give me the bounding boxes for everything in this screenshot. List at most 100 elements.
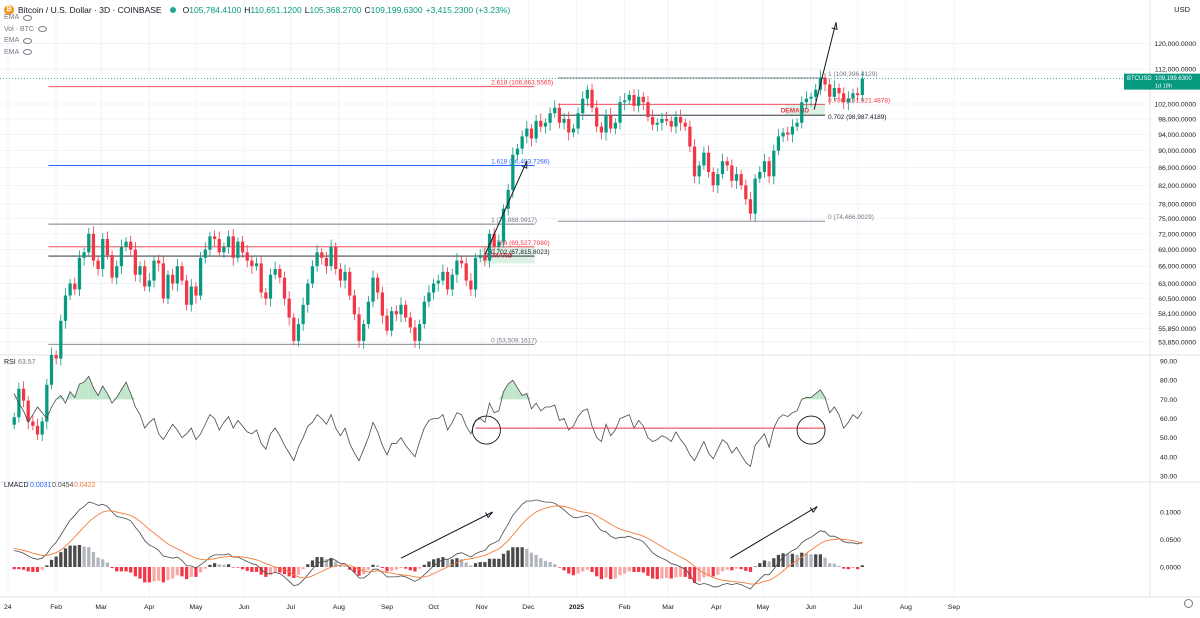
candle-body (837, 87, 841, 94)
macd-histogram-bar (115, 567, 119, 572)
macd-histogram-bar (450, 559, 454, 567)
candle-body (245, 252, 249, 261)
rsi-value: 63.57 (18, 359, 36, 366)
candle-body (688, 126, 692, 147)
candle-body (548, 113, 552, 123)
candle-body (292, 317, 296, 341)
macd-histogram-bar (553, 564, 557, 567)
last-price-countdown: 1d 18h (1155, 84, 1172, 90)
macd-histogram-bar (45, 565, 49, 567)
macd-histogram-bar (329, 558, 333, 567)
candle-body (301, 304, 305, 325)
indicator-legend-item[interactable]: EMA (4, 37, 33, 44)
macd-histogram-bar (441, 557, 445, 567)
macd-histogram-bar (800, 552, 804, 567)
macd-histogram-bar (762, 560, 767, 567)
candle-body (739, 174, 743, 186)
macd-histogram-bar (21, 567, 26, 570)
candle-body (189, 286, 193, 305)
macd-histogram-bar (660, 567, 664, 579)
symbol-title[interactable]: Bitcoin / U.S. Dollar · 3D · COINBASE (18, 5, 162, 15)
candle-body (26, 400, 30, 422)
price-axis-label: 86,000.0000 (1158, 165, 1196, 172)
time-axis-label: May (190, 604, 203, 611)
macd-signal-line (14, 505, 863, 585)
macd-histogram-bar (422, 564, 426, 567)
eye-icon[interactable] (37, 26, 47, 32)
candle-body (427, 292, 431, 302)
fib-level-label: 1 (73,888.9917) (491, 217, 537, 224)
macd-histogram-bar (292, 567, 296, 578)
macd-histogram-bar (226, 564, 231, 567)
indicator-legend-item[interactable]: EMA (4, 14, 33, 21)
macd-histogram-bar (716, 567, 720, 575)
price-axis-label: 90,000.0000 (1158, 148, 1196, 155)
candle-body (599, 126, 603, 133)
macd-histogram-bar (581, 567, 585, 572)
rsi-overbought-fill (60, 395, 66, 400)
candle-body (613, 122, 617, 129)
macd-histogram-bar (371, 564, 375, 567)
macd-histogram-bar (175, 567, 179, 576)
rsi-circle-marker (471, 415, 501, 445)
macd-histogram-bar (366, 567, 370, 570)
macd-histogram-bar (459, 559, 464, 567)
eye-icon[interactable] (23, 37, 33, 44)
indicator-legend-item[interactable]: EMA (4, 48, 33, 56)
macd-histogram-bar (604, 567, 608, 578)
settings-icon[interactable] (1184, 599, 1193, 608)
candle-body (352, 295, 357, 315)
macd-histogram-bar (678, 567, 683, 577)
candle-body (264, 292, 268, 299)
candle-body (362, 324, 366, 341)
macd-histogram-bar (184, 567, 189, 580)
time-axis-label: Apr (144, 604, 155, 611)
rsi-axis-label: 40.00 (1160, 454, 1177, 461)
candle-body (180, 266, 184, 281)
macd-histogram-bar (786, 553, 790, 567)
time-axis-label: Aug (900, 604, 912, 611)
ohlc-value: 109,199.6300 (370, 5, 423, 15)
candle-body (203, 249, 207, 258)
time-axis-label: Jul (286, 604, 295, 611)
macd-histogram-bar (212, 563, 217, 567)
macd-histogram-bar (497, 558, 501, 567)
candle-body (441, 271, 445, 281)
candle-body (222, 246, 226, 253)
candle-body (366, 301, 370, 325)
candle-body (278, 269, 282, 278)
candle-body (590, 89, 594, 108)
macd-histogram-bar (310, 560, 315, 567)
macd-histogram-bar (758, 563, 762, 567)
candle-body (711, 171, 715, 186)
macd-histogram-bar (697, 567, 701, 582)
demand-zone-label: DEMAND (781, 107, 810, 114)
currency-label[interactable]: USD (1174, 5, 1190, 14)
candle-body (655, 122, 659, 125)
candle-body (730, 165, 734, 181)
eye-icon[interactable] (23, 14, 33, 21)
candle-body (809, 96, 813, 99)
candle-body (236, 241, 240, 258)
eye-icon[interactable] (23, 49, 33, 55)
candle-body (408, 317, 412, 328)
indicator-name: EMA (4, 48, 20, 56)
macd-histogram-bar (618, 567, 622, 576)
last-price-value: 109,199.6300 (1155, 76, 1192, 82)
candle-body (417, 324, 422, 341)
candle-body (609, 115, 613, 129)
macd-histogram-bar (231, 567, 235, 568)
macd-histogram-bar (790, 553, 795, 567)
macd-histogram-bar (301, 567, 305, 570)
macd-histogram-bar (669, 567, 673, 579)
indicator-legend-item[interactable]: Vol · BTC (4, 26, 47, 33)
macd-histogram-bar (543, 560, 548, 567)
candle-body (82, 252, 86, 258)
price-axis-label: 60,500.0000 (1158, 296, 1196, 303)
rsi-axis-label: 80.00 (1160, 378, 1177, 385)
candle-body (110, 255, 114, 278)
price-axis-label: 78,000.0000 (1158, 201, 1196, 208)
macd-histogram-bar (166, 567, 170, 581)
